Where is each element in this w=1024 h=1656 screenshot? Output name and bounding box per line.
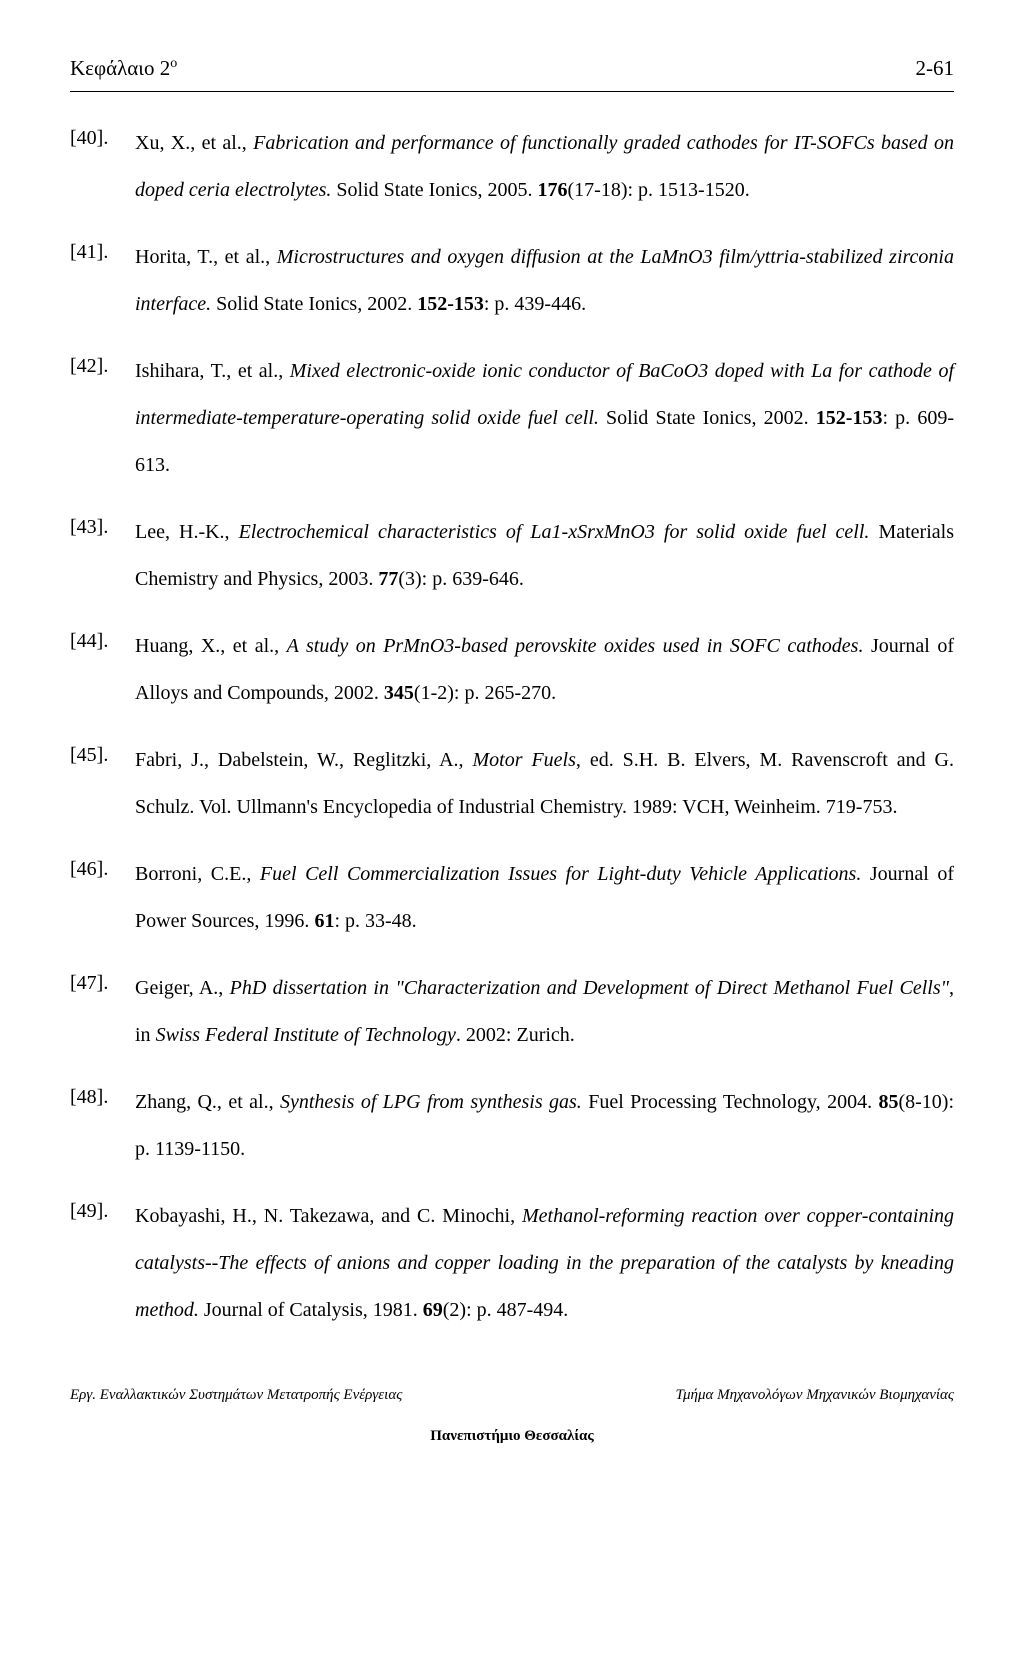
footer-right: Τμήμα Μηχανολόγων Μηχανικών Βιομηχανίας bbox=[675, 1382, 954, 1409]
chapter-label-sup: ο bbox=[170, 56, 177, 71]
reference-text-part: : p. 439-446. bbox=[484, 293, 586, 315]
reference-body: Geiger, A., PhD dissertation in "Charact… bbox=[135, 965, 954, 1059]
reference-text-part: Horita, T., et al., bbox=[135, 246, 277, 268]
reference-number: [42]. bbox=[70, 348, 135, 489]
reference-text-part: Motor Fuels bbox=[473, 749, 576, 771]
reference-entry: [49].Kobayashi, H., N. Takezawa, and C. … bbox=[70, 1193, 954, 1334]
reference-number: [49]. bbox=[70, 1193, 135, 1334]
reference-body: Fabri, J., Dabelstein, W., Reglitzki, A.… bbox=[135, 737, 954, 831]
reference-text-part: 152-153 bbox=[417, 293, 484, 315]
reference-text-part: : p. 33-48. bbox=[334, 910, 416, 932]
reference-number: [40]. bbox=[70, 120, 135, 214]
reference-text-part: PhD dissertation in "Characterization an… bbox=[230, 977, 949, 999]
reference-text-part: Xu, X., et al., bbox=[135, 132, 253, 154]
reference-body: Ishihara, T., et al., Mixed electronic-o… bbox=[135, 348, 954, 489]
reference-text-part: 345 bbox=[384, 682, 414, 704]
reference-text-part: 61 bbox=[314, 910, 334, 932]
reference-number: [46]. bbox=[70, 851, 135, 945]
reference-entry: [48].Zhang, Q., et al., Synthesis of LPG… bbox=[70, 1079, 954, 1173]
reference-text-part: (1-2): p. 265-270. bbox=[414, 682, 556, 704]
reference-text-part: Solid State Ionics, 2002. bbox=[211, 293, 417, 315]
reference-text-part: . 2002: Zurich. bbox=[456, 1024, 575, 1046]
reference-text-part: (17-18): p. 1513-1520. bbox=[568, 179, 750, 201]
reference-number: [43]. bbox=[70, 509, 135, 603]
page-header: Κεφάλαιο 2ο 2-61 bbox=[70, 50, 954, 92]
reference-text-part: Solid State Ionics, 2002. bbox=[599, 407, 816, 429]
reference-entry: [47].Geiger, A., PhD dissertation in "Ch… bbox=[70, 965, 954, 1059]
reference-text-part: Swiss Federal Institute of Technology bbox=[156, 1024, 456, 1046]
reference-body: Huang, X., et al., A study on PrMnO3-bas… bbox=[135, 623, 954, 717]
reference-text-part: Huang, X., et al., bbox=[135, 635, 287, 657]
reference-text-part: 152-153 bbox=[816, 407, 883, 429]
reference-number: [48]. bbox=[70, 1079, 135, 1173]
chapter-label: Κεφάλαιο 2ο bbox=[70, 50, 177, 88]
reference-number: [41]. bbox=[70, 234, 135, 328]
page-number: 2-61 bbox=[916, 50, 955, 88]
reference-text-part: Ishihara, T., et al., bbox=[135, 360, 290, 382]
reference-text-part: Kobayashi, H., N. Takezawa, and C. Minoc… bbox=[135, 1205, 522, 1227]
reference-text-part: (2): p. 487-494. bbox=[443, 1299, 569, 1321]
references-list: [40].Xu, X., et al., Fabrication and per… bbox=[70, 120, 954, 1334]
reference-text-part: Synthesis of LPG from synthesis gas. bbox=[280, 1091, 582, 1113]
reference-number: [44]. bbox=[70, 623, 135, 717]
reference-entry: [42].Ishihara, T., et al., Mixed electro… bbox=[70, 348, 954, 489]
reference-text-part: Lee, H.-K., bbox=[135, 521, 239, 543]
reference-text-part: Fabri, J., Dabelstein, W., Reglitzki, A.… bbox=[135, 749, 473, 771]
reference-text-part: (3): p. 639-646. bbox=[398, 568, 524, 590]
reference-text-part: Fuel Processing Technology, 2004. bbox=[582, 1091, 879, 1113]
reference-body: Kobayashi, H., N. Takezawa, and C. Minoc… bbox=[135, 1193, 954, 1334]
reference-text-part: Electrochemical characteristics of La1-x… bbox=[239, 521, 870, 543]
reference-body: Horita, T., et al., Microstructures and … bbox=[135, 234, 954, 328]
reference-entry: [40].Xu, X., et al., Fabrication and per… bbox=[70, 120, 954, 214]
chapter-label-text: Κεφάλαιο 2 bbox=[70, 56, 170, 80]
reference-text-part: 176 bbox=[538, 179, 568, 201]
reference-entry: [41].Horita, T., et al., Microstructures… bbox=[70, 234, 954, 328]
reference-text-part: Borroni, C.E., bbox=[135, 863, 260, 885]
footer-left: Εργ. Εναλλακτικών Συστημάτων Μετατροπής … bbox=[70, 1382, 402, 1409]
reference-text-part: Solid State Ionics, 2005. bbox=[331, 179, 537, 201]
reference-entry: [43].Lee, H.-K., Electrochemical charact… bbox=[70, 509, 954, 603]
reference-body: Lee, H.-K., Electrochemical characterist… bbox=[135, 509, 954, 603]
reference-body: Borroni, C.E., Fuel Cell Commercializati… bbox=[135, 851, 954, 945]
reference-text-part: Fuel Cell Commercialization Issues for L… bbox=[260, 863, 861, 885]
page-footer: Εργ. Εναλλακτικών Συστημάτων Μετατροπής … bbox=[70, 1382, 954, 1409]
reference-entry: [44].Huang, X., et al., A study on PrMnO… bbox=[70, 623, 954, 717]
reference-entry: [46].Borroni, C.E., Fuel Cell Commercial… bbox=[70, 851, 954, 945]
reference-text-part: 77 bbox=[378, 568, 398, 590]
footer-center: Πανεπιστήμιο Θεσσαλίας bbox=[70, 1423, 954, 1450]
reference-text-part: Geiger, A., bbox=[135, 977, 230, 999]
reference-number: [45]. bbox=[70, 737, 135, 831]
reference-text-part: Zhang, Q., et al., bbox=[135, 1091, 280, 1113]
reference-entry: [45].Fabri, J., Dabelstein, W., Reglitzk… bbox=[70, 737, 954, 831]
reference-number: [47]. bbox=[70, 965, 135, 1059]
reference-body: Zhang, Q., et al., Synthesis of LPG from… bbox=[135, 1079, 954, 1173]
reference-body: Xu, X., et al., Fabrication and performa… bbox=[135, 120, 954, 214]
reference-text-part: 69 bbox=[423, 1299, 443, 1321]
reference-text-part: A study on PrMnO3-based perovskite oxide… bbox=[287, 635, 864, 657]
reference-text-part: Journal of Catalysis, 1981. bbox=[199, 1299, 423, 1321]
reference-text-part: 85 bbox=[878, 1091, 898, 1113]
